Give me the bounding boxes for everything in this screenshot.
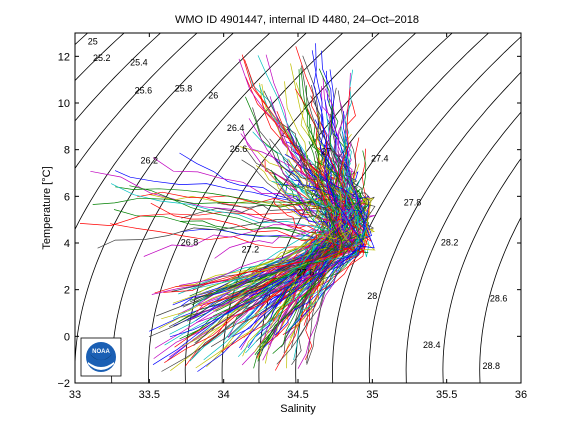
profile-line (262, 88, 360, 361)
contour-label: 27.6 (297, 268, 315, 278)
noaa-logo: NOAA (80, 337, 122, 377)
profile-line (260, 169, 362, 345)
density-contour (368, 71, 521, 383)
profile-line (299, 169, 352, 286)
profile-line (297, 86, 347, 369)
x-tick-label: 33 (69, 389, 81, 401)
profile-line (188, 142, 355, 321)
profile-line (289, 184, 353, 339)
density-contour (148, 33, 344, 383)
contour-label: 25 (88, 37, 98, 47)
profile-line (169, 153, 370, 335)
profile-line (245, 76, 365, 336)
x-tick-label: 34 (218, 389, 230, 401)
profile-line (224, 105, 352, 341)
density-contours (0, 21, 521, 394)
profile-line (271, 181, 353, 284)
contour-label: 28.8 (483, 361, 501, 371)
contour-label: 26.6 (230, 144, 248, 154)
y-tick-label: 4 (64, 238, 70, 250)
density-contour (405, 111, 521, 383)
profile-line (192, 162, 349, 340)
contour-label: 25.4 (130, 58, 148, 68)
density-contour (0, 21, 28, 394)
density-contour (479, 216, 521, 383)
contour-label: 27 (321, 146, 331, 156)
x-tick-label: 33.5 (139, 389, 160, 401)
contour-label: 27.2 (242, 244, 260, 254)
profile-line (192, 151, 359, 290)
profile-line (307, 186, 365, 304)
profile-line (182, 126, 345, 308)
density-contour (0, 21, 64, 394)
profile-line (154, 87, 351, 294)
density-contour (75, 33, 198, 170)
contour-label: 28.4 (423, 340, 441, 350)
density-contour (221, 33, 417, 383)
contour-label: 28 (367, 291, 377, 301)
profile-line (233, 190, 344, 313)
contour-label: 28.6 (490, 293, 508, 303)
x-tick-label: 35.5 (436, 389, 457, 401)
profile-line (242, 126, 332, 357)
profile-line (226, 105, 343, 296)
contour-label: 25.6 (135, 86, 153, 96)
density-contour (442, 157, 521, 383)
contour-label: 25.2 (93, 53, 111, 63)
profile-line (269, 148, 368, 298)
density-contour (184, 33, 380, 383)
profile-line (164, 111, 360, 363)
y-axis: −2 0 2 4 6 8 10 12 (57, 51, 521, 390)
contour-label: 27.8 (404, 198, 422, 208)
contour-label: 26.4 (227, 123, 245, 133)
profile-line (115, 186, 359, 301)
contour-label: 26.8 (181, 237, 199, 247)
y-tick-label: 2 (64, 285, 70, 297)
contour-label: 26.2 (141, 156, 159, 166)
contour-label: 26 (208, 90, 218, 100)
y-tick-label: 12 (58, 51, 70, 63)
x-axis-label: Salinity (280, 403, 316, 415)
noaa-logo-text: NOAA (92, 349, 110, 355)
profile-line (272, 68, 361, 354)
profile-line (161, 197, 374, 320)
profile-line (232, 43, 365, 337)
x-tick-label: 34.5 (287, 389, 308, 401)
contour-label: 27.4 (371, 153, 389, 163)
profile-line (172, 158, 376, 304)
x-axis: 33 33.5 34 34.5 35 35.5 36 (69, 33, 527, 401)
density-contour-labels: 25 25.2 25.4 25.6 25.8 26 26.2 26.4 26.6 26.8 27 27… (88, 37, 508, 371)
y-tick-label: 10 (58, 98, 70, 110)
profile-line (237, 177, 348, 358)
profile-line (287, 113, 367, 332)
profile-line (193, 149, 376, 346)
profile-line (274, 69, 375, 336)
contour-label: 25.8 (175, 83, 193, 93)
x-tick-label: 36 (515, 389, 527, 401)
profile-line (252, 107, 352, 365)
density-contour (75, 33, 234, 231)
profile-line (244, 157, 363, 321)
y-tick-label: 6 (64, 191, 70, 203)
density-contour (332, 36, 521, 383)
x-tick-label: 35 (366, 389, 378, 401)
density-contour (75, 33, 162, 122)
density-contour (75, 33, 271, 383)
y-tick-label: −2 (57, 378, 70, 390)
y-tick-label: 8 (64, 145, 70, 157)
profile-line (239, 115, 341, 349)
profile-line (196, 118, 354, 323)
contour-label: 28.2 (441, 237, 459, 247)
y-axis-label: Temperature [°C] (41, 166, 53, 249)
profile-lines (79, 43, 376, 372)
chart-title: WMO ID 4901447, internal ID 4480, 24–Oct… (175, 14, 419, 26)
y-tick-label: 0 (64, 331, 70, 343)
